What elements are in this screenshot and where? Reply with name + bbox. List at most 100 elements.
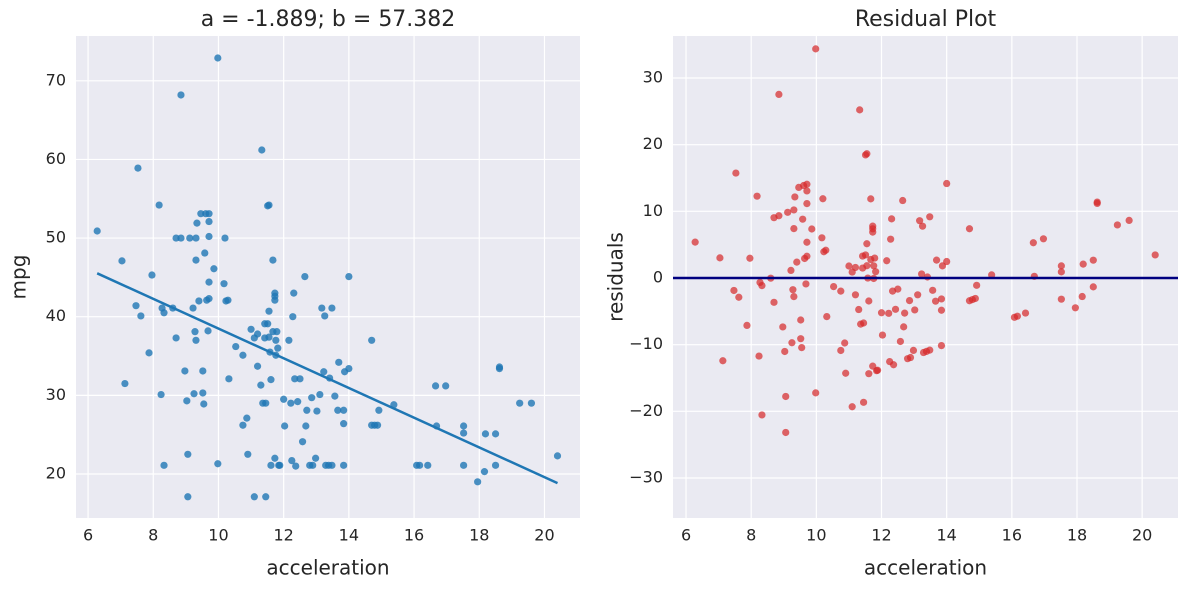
scatter-point (770, 298, 778, 306)
scatter-point (480, 468, 489, 476)
scatter-point (309, 461, 317, 469)
scatter-point (863, 240, 871, 248)
scatter-point (869, 228, 877, 236)
scatter-point (269, 256, 277, 264)
scatter-point (192, 256, 200, 264)
scatter-point (239, 421, 247, 429)
scatter-point (937, 306, 946, 314)
scatter-point (527, 399, 536, 407)
scatter-point (1089, 283, 1097, 291)
scatter-point (1113, 221, 1121, 229)
scatter-point (474, 478, 482, 486)
scatter-point (264, 320, 272, 328)
scatter-point (746, 254, 754, 262)
scatter-point (812, 389, 820, 397)
scatter-point (1029, 239, 1037, 247)
scatter-point (1093, 199, 1101, 207)
scatter-point (294, 398, 302, 406)
scatter-point (243, 414, 251, 422)
scatter-point (155, 201, 163, 209)
scatter-point (1057, 262, 1065, 270)
scatter-point (244, 450, 252, 458)
scatter-point (205, 232, 213, 241)
x-tick-label: 20 (534, 526, 554, 545)
scatter-point (790, 293, 798, 301)
x-tick-label: 12 (871, 526, 891, 545)
scatter-point (460, 422, 468, 430)
x-tick-label: 10 (208, 526, 228, 545)
scatter-point (909, 346, 918, 354)
scatter-point (808, 225, 816, 233)
scatter-point (221, 234, 229, 242)
scatter-point (193, 219, 201, 227)
scatter-point (887, 235, 895, 243)
chart-title: a = -1.889; b = 57.382 (201, 7, 456, 32)
scatter-point (1039, 235, 1048, 243)
scatter-point (758, 411, 766, 419)
scatter-point (865, 370, 873, 378)
scatter-point (861, 251, 870, 259)
scatter-point (865, 297, 873, 305)
scatter-point (870, 262, 878, 270)
scatter-point (819, 195, 827, 203)
scatter-point (201, 249, 209, 257)
scatter-point (204, 327, 212, 335)
scatter-point (790, 225, 798, 233)
scatter-point (1151, 251, 1159, 259)
scatter-point (874, 366, 882, 374)
scatter-point (247, 325, 255, 333)
x-tick-label: 18 (1067, 526, 1087, 545)
scatter-point (340, 461, 348, 469)
scatter-point (812, 45, 820, 53)
y-tick-label: 0 (653, 268, 663, 287)
scatter-point (416, 461, 424, 469)
scatter-point (837, 346, 845, 355)
scatter-point (842, 369, 850, 377)
scatter-point (929, 286, 937, 294)
scatter-point (181, 367, 189, 375)
scatter-point (691, 238, 699, 246)
y-axis-label: mpg (7, 255, 31, 300)
scatter-point (1089, 256, 1097, 264)
scatter-point (340, 406, 348, 414)
scatter-point (331, 392, 339, 400)
scatter-point (867, 195, 875, 203)
scatter-point (793, 258, 801, 266)
scatter-point (199, 367, 207, 375)
scatter-point (1079, 260, 1087, 268)
scatter-point (442, 382, 450, 390)
scatter-point (232, 342, 240, 351)
scatter-point (265, 201, 273, 209)
scatter-point (225, 375, 233, 383)
scatter-point (900, 323, 908, 331)
scatter-point (190, 390, 198, 398)
scatter-point (818, 234, 826, 242)
scatter-point (848, 403, 856, 411)
scatter-point (340, 420, 348, 428)
x-tick-label: 18 (469, 526, 489, 545)
scatter-point (491, 430, 500, 438)
scatter-point (932, 256, 941, 264)
scatter-point (345, 273, 353, 281)
x-tick-label: 16 (404, 526, 424, 545)
scatter-point (877, 309, 886, 317)
scatter-point (312, 454, 320, 462)
scatter-point (184, 450, 192, 458)
scatter-point (943, 179, 951, 188)
x-tick-label: 12 (273, 526, 293, 545)
scatter-point (790, 206, 798, 214)
scatter-point (495, 365, 504, 373)
scatter-point (911, 306, 919, 314)
scatter-point (285, 336, 293, 344)
scatter-point (118, 257, 126, 265)
scatter-point (901, 309, 909, 317)
scatter-point (781, 347, 789, 356)
scatter-point (253, 330, 262, 338)
scatter-point (192, 234, 200, 242)
y-tick-label: −10 (629, 334, 663, 353)
scatter-point (971, 294, 979, 303)
scatter-point (250, 493, 258, 501)
scatter-point (481, 430, 490, 438)
scatter-point (460, 461, 468, 469)
scatter-point (335, 358, 343, 366)
